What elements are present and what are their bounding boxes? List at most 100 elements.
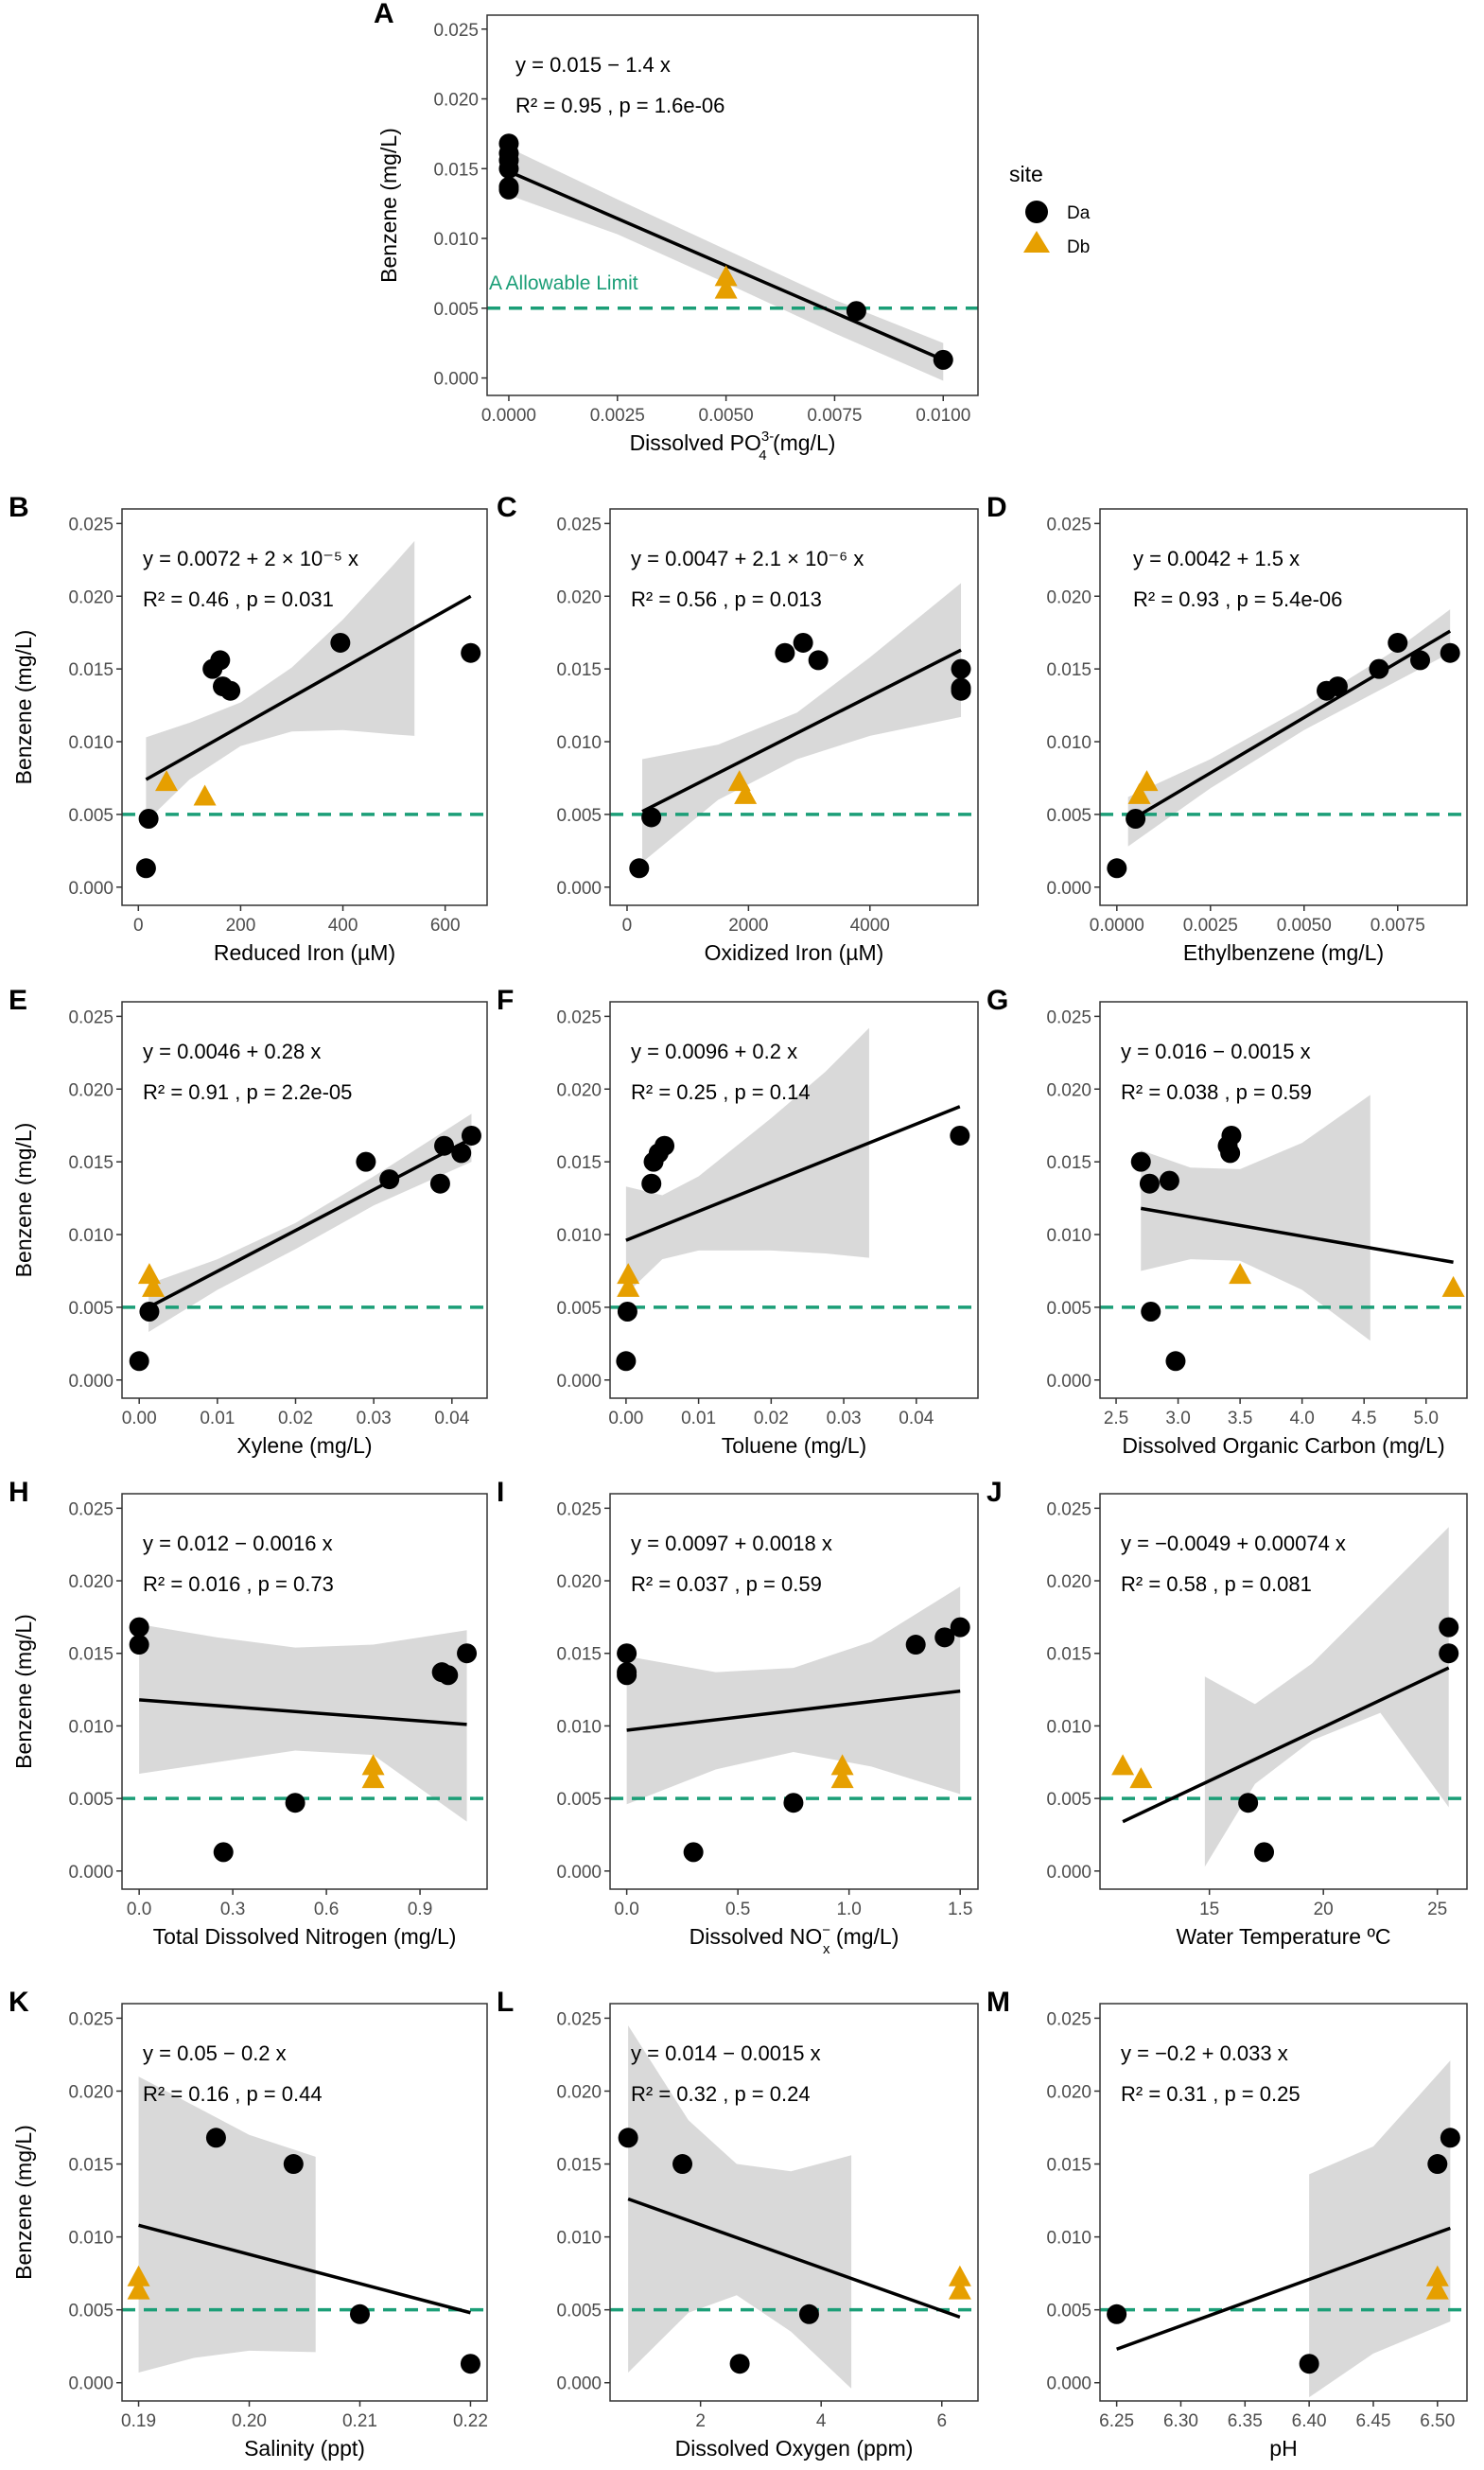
x-axis-label-main: pH bbox=[1269, 2436, 1297, 2461]
x-tick-label: 4.5 bbox=[1352, 1409, 1376, 1428]
point-da bbox=[934, 1627, 955, 1648]
point-db bbox=[127, 2265, 150, 2286]
regression-equation: y = −0.2 + 0.033 x bbox=[1121, 2041, 1288, 2065]
x-axis-label-main: Dissolved Oxygen (ppm) bbox=[675, 2436, 914, 2461]
x-tick-label: 3.5 bbox=[1228, 1409, 1252, 1428]
y-tick-label: 0.010 bbox=[68, 1226, 113, 1246]
y-tick-label: 0.020 bbox=[68, 1572, 113, 1592]
y-tick-label: 0.010 bbox=[556, 1226, 602, 1246]
x-axis-label-main: Water Temperature ºC bbox=[1177, 1924, 1391, 1949]
x-tick-label: 2.5 bbox=[1104, 1409, 1128, 1428]
point-da bbox=[617, 1643, 637, 1664]
point-db bbox=[127, 2278, 150, 2300]
point-da bbox=[950, 1617, 970, 1638]
y-axis-label: Benzene (mg/L) bbox=[376, 128, 401, 283]
panel-letter: E bbox=[9, 985, 27, 1016]
y-tick-label: 0.000 bbox=[68, 2374, 113, 2394]
x-axis-label: Dissolved Oxygen (ppm) bbox=[675, 2436, 914, 2461]
point-da bbox=[461, 642, 481, 663]
y-tick-label: 0.015 bbox=[68, 1153, 113, 1173]
point-da bbox=[1439, 1643, 1459, 1664]
point-db bbox=[830, 1754, 854, 1776]
regression-stats: R² = 0.16 , p = 0.44 bbox=[143, 2082, 323, 2106]
x-tick-label: 6.30 bbox=[1163, 2411, 1198, 2431]
panel-i: 0.000 0.005 0.010 0.015 0.020 0.025 0.0 0.5 1.0 1… bbox=[497, 1477, 979, 1957]
panel-border bbox=[121, 1493, 488, 1890]
x-tick-label: 20 bbox=[1314, 1900, 1334, 1919]
point-da bbox=[205, 2128, 226, 2148]
point-da bbox=[379, 1169, 400, 1190]
y-tick-label: 0.020 bbox=[1046, 1572, 1091, 1592]
x-tick-label: 0.03 bbox=[357, 1409, 392, 1428]
point-da bbox=[793, 632, 813, 653]
panel-letter: A bbox=[374, 0, 394, 29]
y-axis-label: Benzene (mg/L) bbox=[11, 630, 36, 785]
x-tick-label: 600 bbox=[430, 916, 461, 936]
point-db bbox=[361, 1754, 385, 1776]
y-tick-label: 0.025 bbox=[68, 515, 113, 534]
legend-marker-da bbox=[1025, 201, 1048, 223]
y-tick-label: 0.010 bbox=[433, 230, 479, 250]
plot-area bbox=[122, 1624, 487, 1822]
y-tick-label: 0.025 bbox=[1046, 2009, 1091, 2029]
point-da bbox=[683, 1842, 704, 1863]
point-db bbox=[1127, 782, 1151, 804]
regression-stats: R² = 0.56 , p = 0.013 bbox=[631, 587, 822, 611]
point-da bbox=[1141, 1302, 1161, 1323]
x-tick-label: 0.9 bbox=[408, 1900, 432, 1919]
point-da bbox=[950, 1125, 970, 1146]
point-da bbox=[905, 1635, 926, 1655]
y-tick-label: 0.010 bbox=[556, 1717, 602, 1737]
confidence-band bbox=[138, 2076, 316, 2373]
y-tick-label: 0.005 bbox=[433, 300, 479, 320]
regression-stats: R² = 0.95 , p = 1.6e-06 bbox=[515, 94, 725, 117]
y-tick-label: 0.010 bbox=[1046, 733, 1091, 753]
regression-line bbox=[641, 648, 962, 814]
y-tick-label: 0.025 bbox=[556, 2009, 602, 2029]
y-tick-label: 0.005 bbox=[556, 1790, 602, 1810]
regression-equation: y = 0.016 − 0.0015 x bbox=[1121, 1040, 1311, 1063]
y-tick-label: 0.000 bbox=[556, 2374, 602, 2394]
regression-stats: R² = 0.91 , p = 2.2e-05 bbox=[143, 1080, 352, 1104]
x-axis-label-main: Total Dissolved Nitrogen (mg/L) bbox=[153, 1924, 457, 1949]
panel-border bbox=[121, 508, 488, 906]
x-axis-label: Dissolved PO3- 4 (mg/L) bbox=[630, 429, 836, 464]
point-da bbox=[655, 1135, 675, 1156]
point-da bbox=[461, 1125, 481, 1146]
x-tick-label: 0.01 bbox=[200, 1409, 235, 1428]
x-tick-label: 0 bbox=[622, 916, 633, 936]
point-da bbox=[129, 1617, 149, 1638]
y-tick-label: 0.000 bbox=[1046, 879, 1091, 899]
x-tick-label: 0.0025 bbox=[1183, 916, 1238, 936]
y-tick-label: 0.015 bbox=[433, 160, 479, 180]
allowable-limit-label: A Allowable Limit bbox=[489, 272, 638, 294]
point-da bbox=[1439, 1617, 1459, 1638]
regression-line bbox=[626, 1689, 961, 1732]
x-tick-label: 0.3 bbox=[220, 1900, 245, 1919]
x-tick-label: 0.0 bbox=[127, 1900, 151, 1919]
y-tick-label: 0.000 bbox=[1046, 2374, 1091, 2394]
x-tick-label: 5.0 bbox=[1414, 1409, 1439, 1428]
point-db bbox=[1441, 1275, 1465, 1297]
y-tick-label: 0.015 bbox=[1046, 660, 1091, 680]
point-da bbox=[434, 1135, 455, 1156]
regression-stats: R² = 0.25 , p = 0.14 bbox=[631, 1080, 811, 1104]
regression-equation: y = 0.012 − 0.0016 x bbox=[143, 1532, 333, 1555]
y-tick-label: 0.015 bbox=[1046, 2156, 1091, 2176]
y-tick-label: 0.005 bbox=[556, 2302, 602, 2321]
plot-background bbox=[1100, 509, 1467, 905]
y-tick-label: 0.000 bbox=[1046, 1372, 1091, 1392]
regression-line bbox=[627, 2197, 961, 2320]
point-da bbox=[1220, 1143, 1241, 1164]
point-da bbox=[616, 1351, 637, 1372]
x-axis-label: Xylene (mg/L) bbox=[236, 1433, 372, 1458]
y-tick-label: 0.025 bbox=[68, 1499, 113, 1519]
panel-e: 0.000 0.005 0.010 0.015 0.020 0.025 0.00 0.01 0.… bbox=[9, 985, 488, 1458]
regression-equation: y = 0.015 − 1.4 x bbox=[515, 53, 671, 77]
point-da bbox=[1440, 642, 1460, 663]
point-da bbox=[933, 349, 953, 370]
x-tick-label: 4000 bbox=[850, 916, 890, 936]
x-axis-label-sup: − bbox=[822, 1922, 830, 1938]
panel-letter: J bbox=[986, 1477, 1003, 1508]
